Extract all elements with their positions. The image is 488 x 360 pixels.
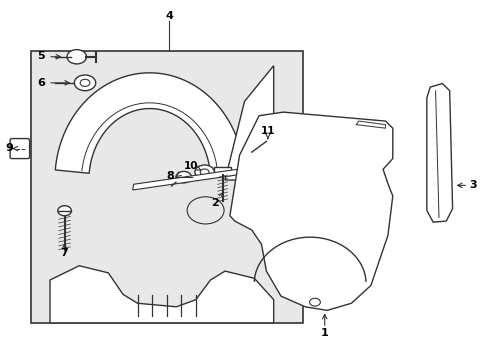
- Circle shape: [74, 75, 96, 91]
- Text: 2: 2: [211, 198, 219, 208]
- Text: 1: 1: [320, 328, 328, 338]
- Circle shape: [67, 50, 86, 64]
- Polygon shape: [229, 112, 392, 310]
- FancyBboxPatch shape: [30, 51, 302, 323]
- Polygon shape: [132, 151, 366, 190]
- Text: 9: 9: [5, 143, 13, 153]
- Circle shape: [195, 165, 214, 179]
- Text: 5: 5: [38, 51, 45, 61]
- Circle shape: [176, 171, 191, 183]
- FancyBboxPatch shape: [214, 167, 230, 175]
- Polygon shape: [50, 266, 273, 323]
- FancyBboxPatch shape: [10, 139, 30, 158]
- Text: 7: 7: [61, 248, 68, 258]
- Polygon shape: [55, 73, 243, 173]
- Text: 11: 11: [260, 126, 275, 136]
- Text: 10: 10: [183, 161, 198, 171]
- Text: 4: 4: [165, 12, 173, 21]
- Text: 8: 8: [166, 171, 174, 181]
- Polygon shape: [426, 84, 452, 222]
- FancyBboxPatch shape: [265, 138, 280, 145]
- Text: 3: 3: [468, 180, 476, 190]
- Polygon shape: [224, 66, 273, 180]
- Text: 6: 6: [37, 78, 45, 88]
- Circle shape: [58, 206, 71, 216]
